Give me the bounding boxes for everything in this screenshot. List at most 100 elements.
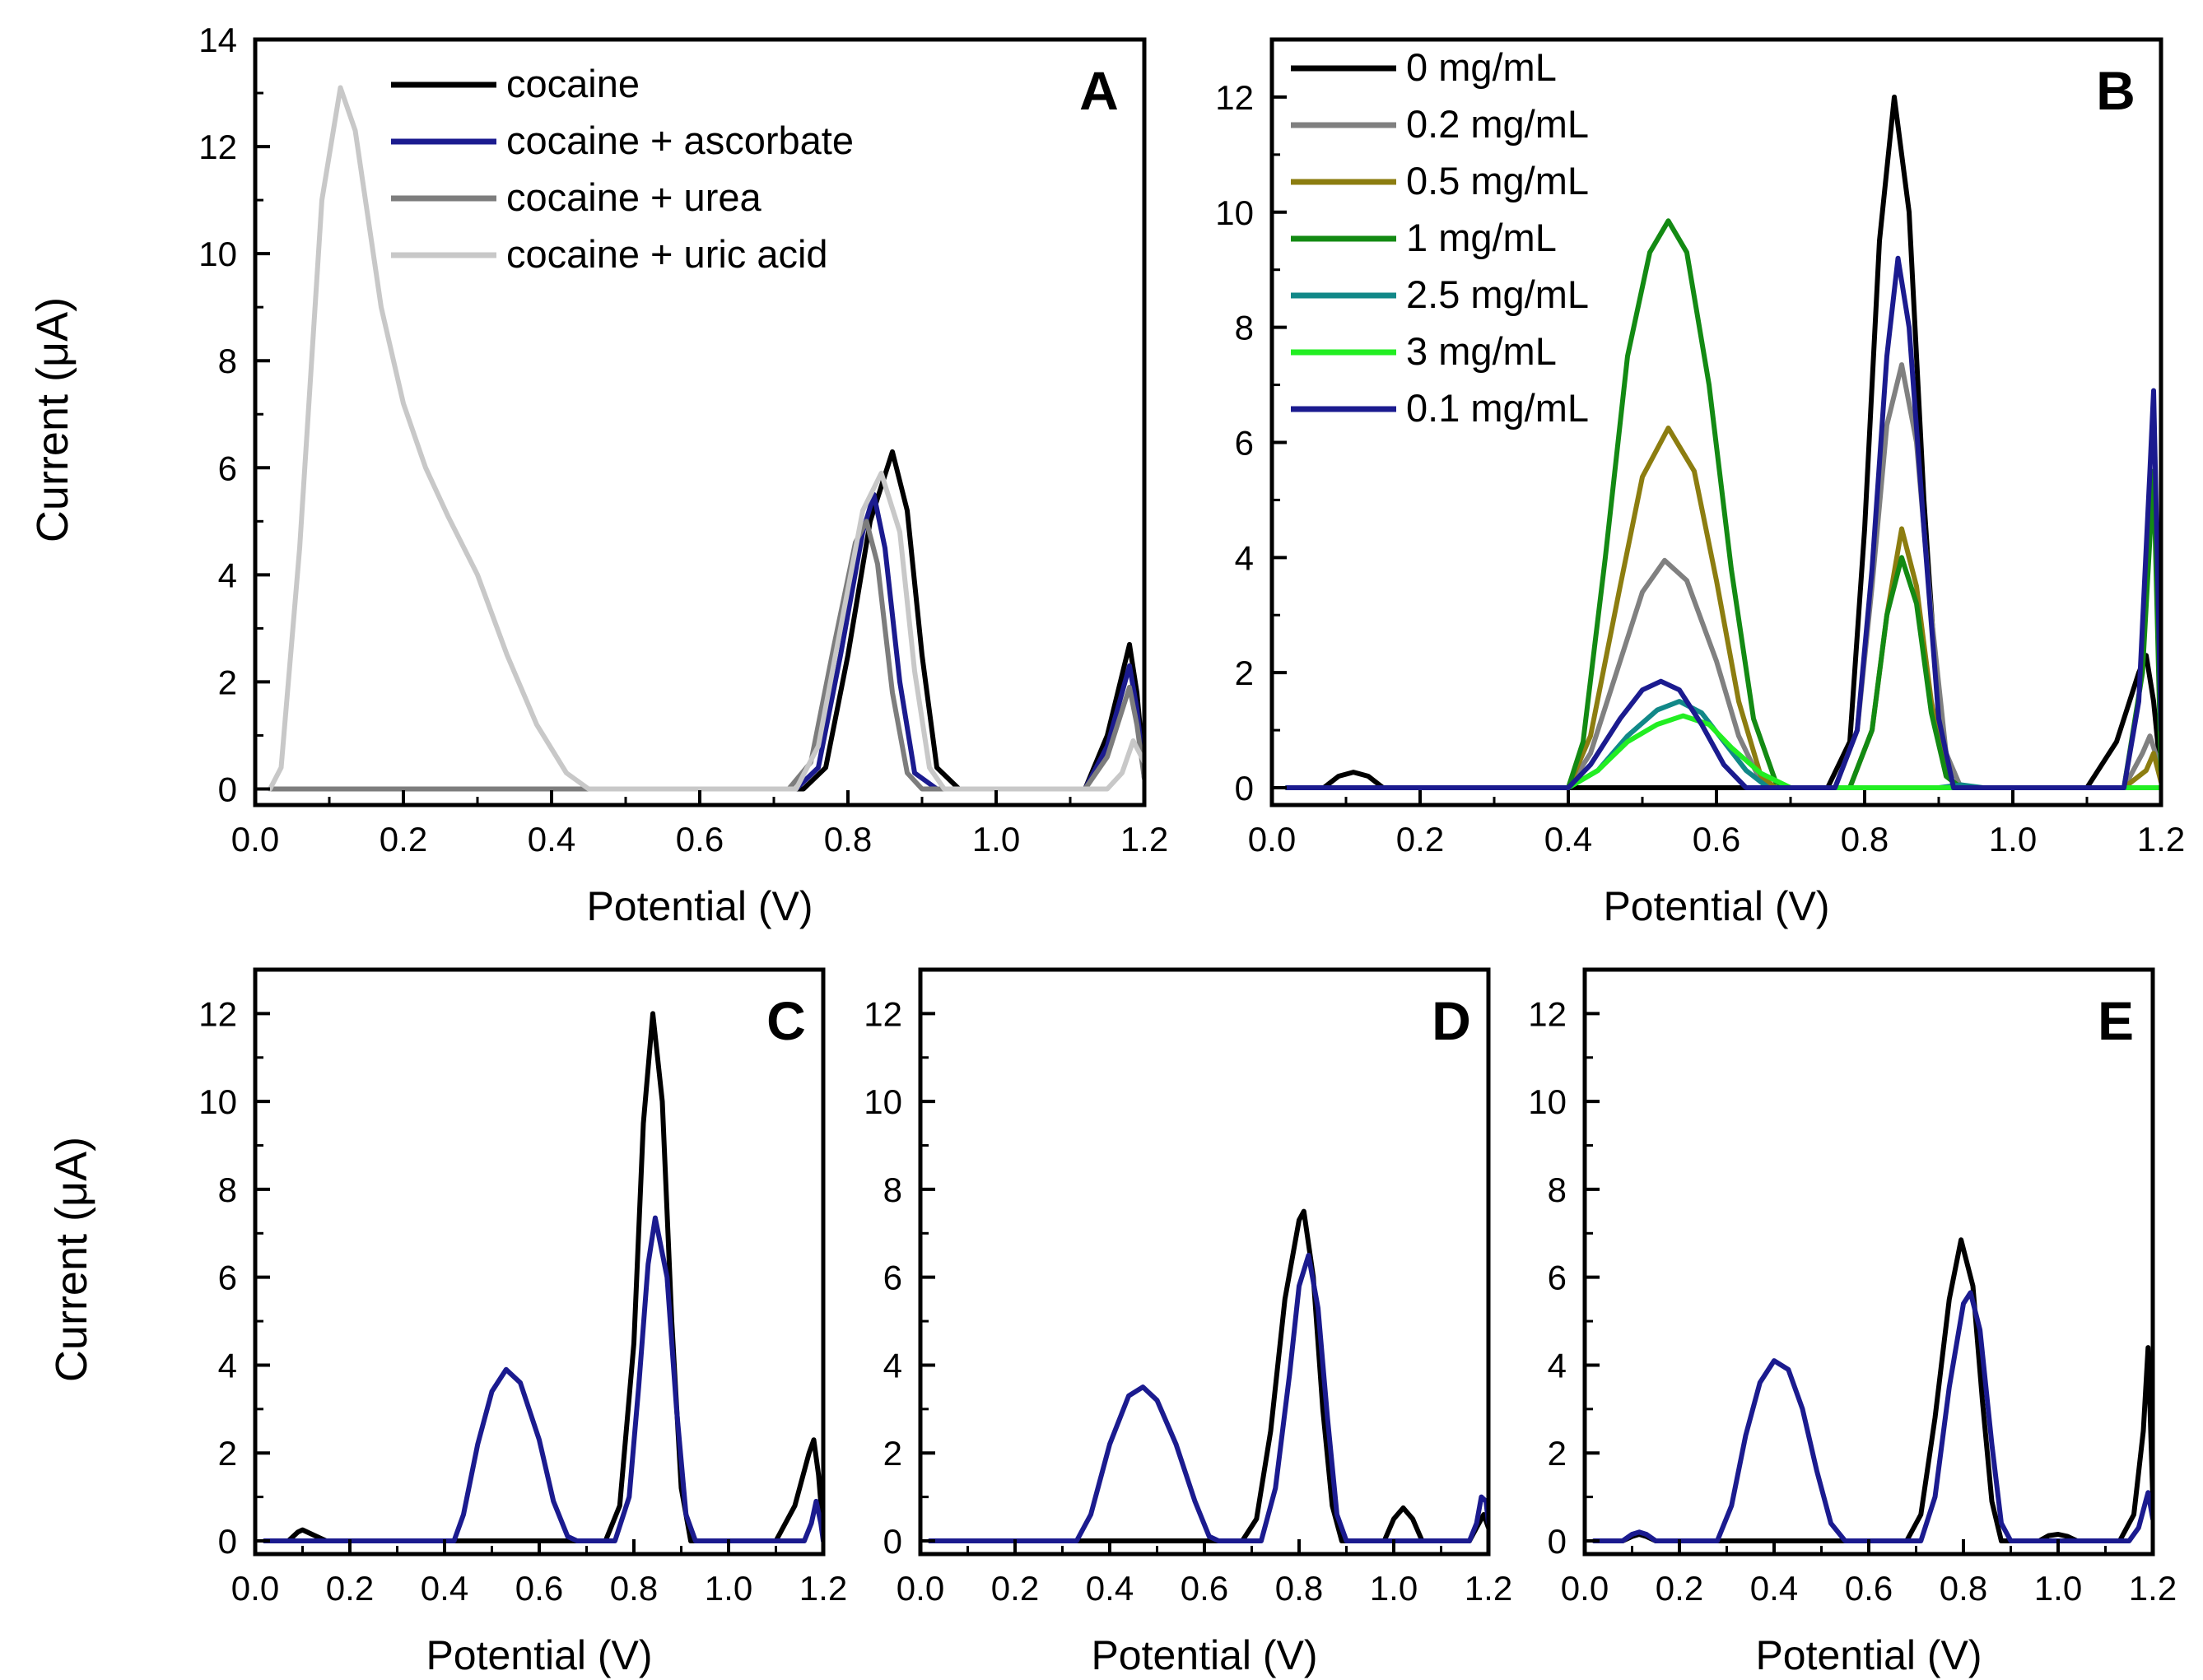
x-tick-label: 0.2	[380, 820, 427, 859]
x-tick-label: 0.4	[1086, 1569, 1134, 1608]
y-tick-label: 12	[1215, 78, 1254, 117]
x-tick-label: 1.2	[1120, 820, 1168, 859]
series-line-b-4	[1284, 699, 2161, 790]
y-tick-label: 10	[1215, 193, 1254, 232]
y-tick-label: 8	[883, 1170, 902, 1209]
y-tick-label: 6	[218, 1259, 237, 1297]
series-line-e-0	[1591, 1237, 2153, 1543]
x-tick-label: 0.6	[1845, 1569, 1893, 1608]
x-tick-label: 0.0	[1561, 1569, 1609, 1608]
series-line-c-1	[262, 1215, 823, 1543]
x-tick-label: 1.2	[1465, 1569, 1512, 1608]
series-line-b-2	[1284, 426, 2161, 790]
panel-e: 0.0 0.2 0.4 0.6 0.8 1.0 1.2 0 2 4 6 8 10 12 Potential …	[1528, 967, 2177, 1678]
series-line-e-1	[1591, 1290, 2153, 1543]
y-tick-label: 6	[1548, 1259, 1567, 1297]
y-tick-label: 12	[198, 994, 237, 1033]
panel-label: E	[2098, 990, 2134, 1051]
series-line-b-5	[1284, 713, 2161, 790]
x-tick-label: 0.2	[1656, 1569, 1703, 1608]
x-tick-label: 1.2	[2137, 820, 2185, 859]
y-axis-title-bottom: Current (μA)	[47, 1137, 96, 1382]
x-tick-label: 0.8	[824, 820, 872, 859]
x-tick-label: 1.0	[1989, 820, 2037, 859]
plot-frame-c	[253, 967, 826, 1557]
series-line-a-3	[268, 85, 1144, 792]
series-line-c-0	[262, 1011, 823, 1543]
series-line-b-6	[1284, 255, 2161, 790]
x-tick-label: 0.4	[1544, 820, 1592, 859]
x-tick-label: 0.2	[1396, 820, 1444, 859]
y-tick-label: 4	[218, 1346, 237, 1384]
y-tick-label: 0	[883, 1522, 902, 1561]
y-tick-label: 2	[1235, 654, 1254, 692]
x-tick-label: 1.0	[705, 1569, 752, 1608]
x-tick-label: 1.0	[1370, 1569, 1418, 1608]
x-tick-label: 0.0	[231, 820, 279, 859]
x-tick-label: 0.6	[676, 820, 724, 859]
x-tick-label: 1.2	[799, 1569, 847, 1608]
y-tick-label: 4	[218, 556, 237, 594]
y-tick-label: 0	[218, 1522, 237, 1561]
series-line-a-0	[268, 449, 1144, 792]
plot-frame-b	[1269, 37, 2163, 807]
x-tick-label: 0.6	[1693, 820, 1740, 859]
x-tick-label: 0.8	[1841, 820, 1889, 859]
x-tick-label: 0.8	[1275, 1569, 1323, 1608]
y-tick-label: 14	[198, 21, 237, 59]
y-tick-label: 8	[1235, 309, 1254, 347]
plot-frame-d	[918, 967, 1491, 1557]
x-tick-label: 0.6	[1181, 1569, 1228, 1608]
x-tick-label: 1.2	[2129, 1569, 2177, 1608]
y-tick-label: 2	[883, 1434, 902, 1473]
panel-label: A	[1079, 60, 1119, 121]
y-tick-label: 8	[218, 342, 237, 380]
x-tick-label: 0.8	[1940, 1569, 1987, 1608]
x-tick-label: 1.0	[2034, 1569, 2082, 1608]
panel-label: B	[2096, 60, 2135, 121]
x-tick-label: 0.4	[528, 820, 575, 859]
legend-label: cocaine	[506, 62, 640, 105]
y-tick-label: 10	[198, 235, 237, 273]
x-tick-label: 0.6	[515, 1569, 563, 1608]
y-tick-label: 4	[883, 1346, 902, 1384]
y-tick-label: 2	[1548, 1434, 1567, 1473]
x-tick-label: 0.0	[897, 1569, 944, 1608]
y-tick-label: 0	[1548, 1522, 1567, 1561]
x-axis-title: Potential (V)	[426, 1632, 652, 1678]
legend-label: 0.5 mg/mL	[1406, 159, 1589, 202]
x-axis-title: Potential (V)	[1755, 1632, 1982, 1678]
panel-c: 0.0 0.2 0.4 0.6 0.8 1.0 1.2 0 2 4 6 8 10 12 Potential …	[198, 967, 847, 1678]
y-tick-label: 10	[1528, 1082, 1567, 1121]
legend-label: cocaine + ascorbate	[506, 119, 854, 162]
legend-label: 0.1 mg/mL	[1406, 386, 1589, 430]
y-tick-label: 2	[218, 663, 237, 701]
panel-d: 0.0 0.2 0.4 0.6 0.8 1.0 1.2 0 2 4 6 8 10 12 Potential …	[864, 967, 1512, 1678]
panel-label: D	[1432, 990, 1471, 1051]
y-tick-label: 6	[883, 1259, 902, 1297]
y-tick-label: 4	[1548, 1346, 1567, 1384]
x-tick-label: 0.8	[610, 1569, 658, 1608]
x-tick-label: 0.2	[326, 1569, 374, 1608]
x-tick-label: 0.2	[991, 1569, 1039, 1608]
legend-label: 1 mg/mL	[1406, 216, 1557, 259]
plot-frame-e	[1582, 967, 2155, 1557]
x-tick-label: 0.4	[1750, 1569, 1798, 1608]
y-tick-label: 4	[1235, 538, 1254, 577]
legend-label: cocaine + urea	[506, 175, 762, 219]
panel-b: 0.0 0.2 0.4 0.6 0.8 1.0 1.2 0 2 4 6 8 10 12 Potential …	[1215, 37, 2185, 929]
x-tick-label: 0.4	[421, 1569, 468, 1608]
y-tick-label: 0	[218, 770, 237, 808]
legend-label: 3 mg/mL	[1406, 329, 1557, 373]
y-tick-label: 2	[218, 1434, 237, 1473]
y-axis-title-top: Current (μA)	[28, 297, 77, 542]
y-tick-label: 0	[1235, 769, 1254, 807]
y-tick-label: 10	[864, 1082, 902, 1121]
x-tick-label: 0.0	[1248, 820, 1296, 859]
legend-label: cocaine + uric acid	[506, 232, 828, 276]
x-tick-label: 1.0	[972, 820, 1020, 859]
series-line-a-2	[268, 519, 1144, 792]
x-tick-label: 0.0	[231, 1569, 279, 1608]
y-tick-label: 12	[1528, 994, 1567, 1033]
